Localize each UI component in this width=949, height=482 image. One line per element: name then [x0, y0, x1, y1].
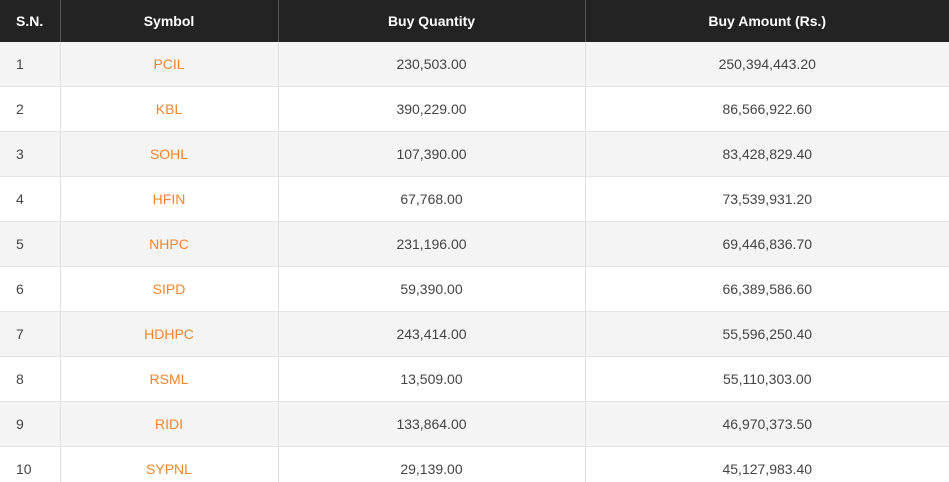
table-head: S.N. Symbol Buy Quantity Buy Amount (Rs.) [0, 0, 949, 42]
quantity-cell: 230,503.00 [278, 42, 586, 87]
column-header: Buy Quantity [278, 0, 586, 42]
serial-cell: 3 [0, 131, 61, 177]
amount-cell: 66,389,586.60 [585, 266, 949, 312]
table-row: 10 SYPNL 29,139.00 45,127,983.40 [0, 446, 949, 482]
header-row: S.N. Symbol Buy Quantity Buy Amount (Rs.) [0, 0, 949, 42]
quantity-cell: 13,509.00 [278, 356, 586, 402]
table-row: 9 RIDI 133,864.00 46,970,373.50 [0, 401, 949, 447]
quantity-cell: 67,768.00 [278, 176, 586, 222]
quantity-cell: 390,229.00 [278, 86, 586, 132]
column-header: S.N. [0, 0, 61, 42]
amount-cell: 55,596,250.40 [585, 311, 949, 357]
amount-cell: 83,428,829.40 [585, 131, 949, 177]
quantity-cell: 243,414.00 [278, 311, 586, 357]
serial-cell: 1 [0, 42, 61, 87]
column-header: Symbol [60, 0, 279, 42]
serial-cell: 5 [0, 221, 61, 267]
table-row: 7 HDHPC 243,414.00 55,596,250.40 [0, 311, 949, 357]
table-row: 3 SOHL 107,390.00 83,428,829.40 [0, 131, 949, 177]
table-row: 2 KBL 390,229.00 86,566,922.60 [0, 86, 949, 132]
serial-cell: 7 [0, 311, 61, 357]
symbol-link[interactable]: KBL [60, 86, 279, 132]
symbol-link[interactable]: HFIN [60, 176, 279, 222]
quantity-cell: 231,196.00 [278, 221, 586, 267]
quantity-cell: 59,390.00 [278, 266, 586, 312]
serial-cell: 6 [0, 266, 61, 312]
amount-cell: 46,970,373.50 [585, 401, 949, 447]
symbol-link[interactable]: SOHL [60, 131, 279, 177]
symbol-link[interactable]: HDHPC [60, 311, 279, 357]
table-row: 6 SIPD 59,390.00 66,389,586.60 [0, 266, 949, 312]
amount-cell: 86,566,922.60 [585, 86, 949, 132]
symbol-link[interactable]: RSML [60, 356, 279, 402]
serial-cell: 9 [0, 401, 61, 447]
amount-cell: 55,110,303.00 [585, 356, 949, 402]
symbol-link[interactable]: NHPC [60, 221, 279, 267]
symbol-link[interactable]: SIPD [60, 266, 279, 312]
column-header: Buy Amount (Rs.) [585, 0, 949, 42]
amount-cell: 45,127,983.40 [585, 446, 949, 482]
amount-cell: 73,539,931.20 [585, 176, 949, 222]
symbol-link[interactable]: RIDI [60, 401, 279, 447]
quantity-cell: 29,139.00 [278, 446, 586, 482]
serial-cell: 10 [0, 446, 61, 482]
serial-cell: 8 [0, 356, 61, 402]
serial-cell: 2 [0, 86, 61, 132]
table-row: 4 HFIN 67,768.00 73,539,931.20 [0, 176, 949, 222]
table-row: 5 NHPC 231,196.00 69,446,836.70 [0, 221, 949, 267]
table-body: 1 PCIL 230,503.00 250,394,443.20 2 KBL 390,229… [0, 42, 949, 482]
serial-cell: 4 [0, 176, 61, 222]
symbol-link[interactable]: PCIL [60, 42, 279, 87]
quantity-cell: 133,864.00 [278, 401, 586, 447]
symbol-link[interactable]: SYPNL [60, 446, 279, 482]
amount-cell: 250,394,443.20 [585, 42, 949, 87]
amount-cell: 69,446,836.70 [585, 221, 949, 267]
table-row: 1 PCIL 230,503.00 250,394,443.20 [0, 42, 949, 87]
table-row: 8 RSML 13,509.00 55,110,303.00 [0, 356, 949, 402]
quantity-cell: 107,390.00 [278, 131, 586, 177]
